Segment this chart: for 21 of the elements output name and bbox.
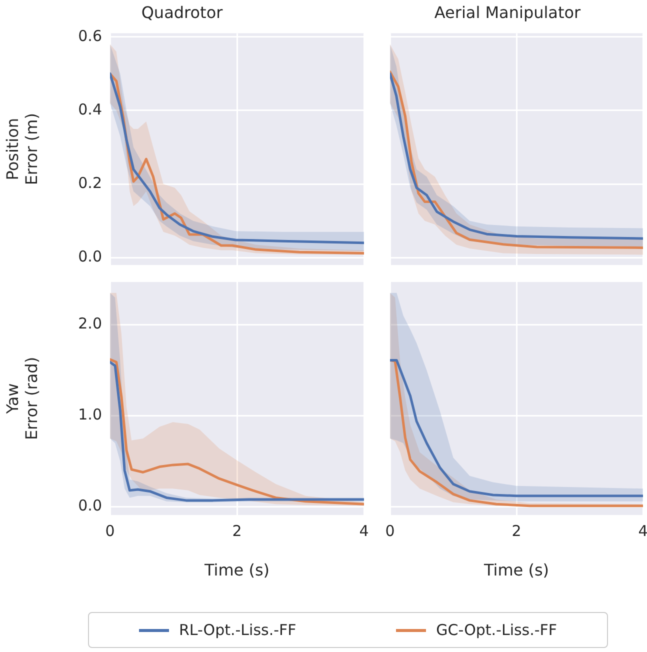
legend-label: RL-Opt.-Liss.-FF [178, 621, 296, 639]
chart-title: Quadrotor [141, 2, 224, 22]
y-tick-label: 0.6 [78, 26, 102, 45]
x-tick-label: 0 [385, 522, 395, 540]
x-tick-label: 4 [638, 522, 647, 540]
y-tick-label: 1.0 [78, 406, 102, 424]
y-tick-label: 0.4 [78, 100, 102, 118]
y-tick-label: 0.2 [78, 174, 102, 192]
x-tick-label: 0 [105, 522, 115, 540]
y-axis-title: Position Error (m) [2, 113, 41, 186]
x-tick-label: 2 [232, 522, 242, 540]
y-tick-label: 0.0 [78, 496, 102, 515]
x-tick-label: 4 [359, 522, 369, 540]
x-axis-title: Time (s) [482, 560, 550, 580]
legend-label: GC-Opt.-Liss.-FF [436, 621, 558, 639]
y-tick-label: 2.0 [78, 314, 102, 333]
x-axis-title: Time (s) [203, 560, 270, 580]
y-axis-title: Yaw Error (rad) [2, 356, 41, 440]
y-tick-label: 0.0 [78, 248, 102, 266]
chart-title: Aerial Manipulator [434, 2, 582, 22]
x-tick-label: 2 [512, 522, 522, 540]
